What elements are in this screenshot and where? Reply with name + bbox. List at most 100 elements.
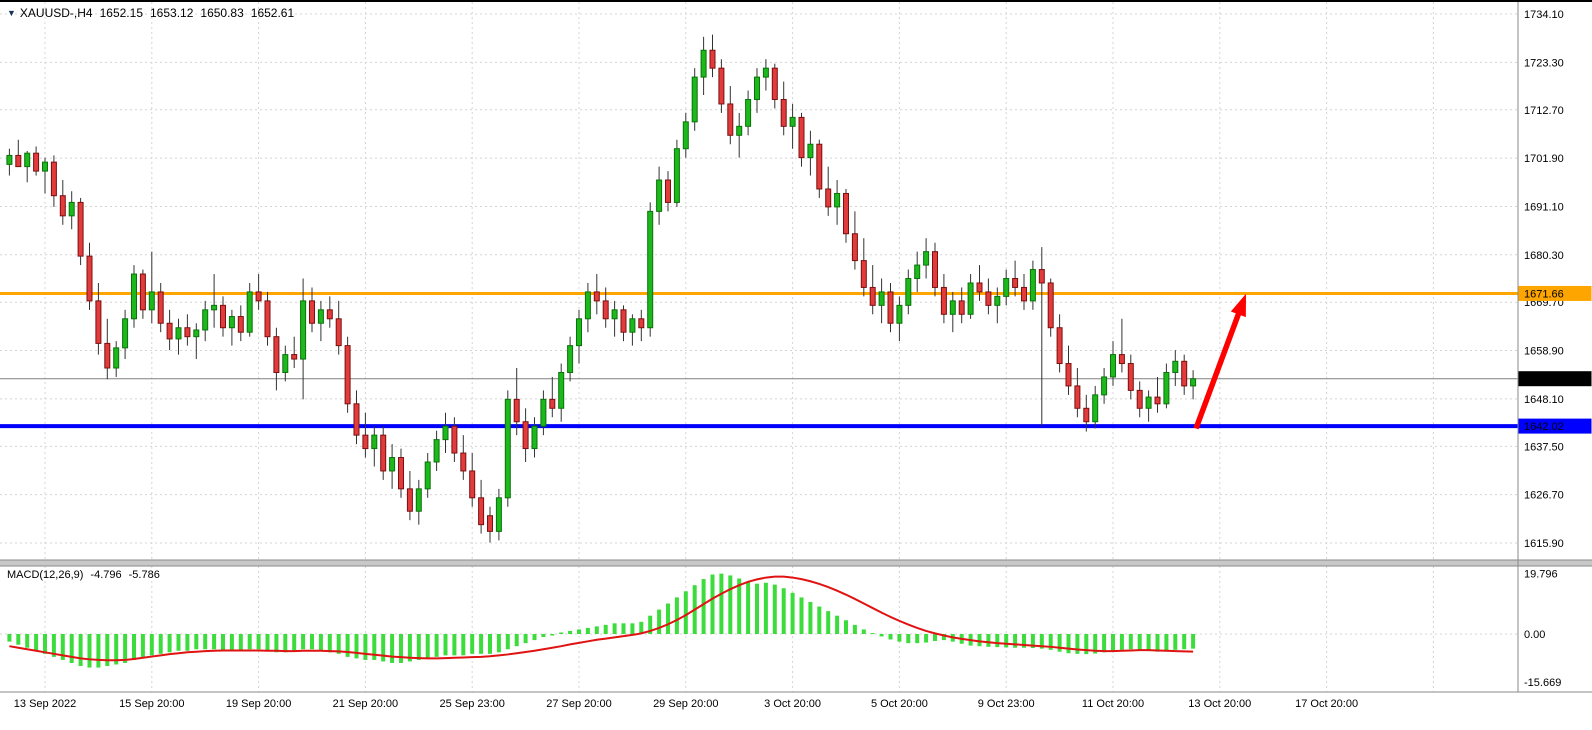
candle-body [665,179,671,203]
candle-body [914,264,921,280]
macd-histogram-bar [363,634,368,660]
candle-body [851,233,858,262]
trend-arrow-head[interactable] [1230,293,1246,318]
time-axis-label: 17 Oct 20:00 [1295,698,1358,710]
candle-body [860,260,867,288]
macd-histogram-bar [1004,634,1009,648]
candle-body [504,398,511,499]
time-axis-label: 5 Oct 20:00 [871,698,928,710]
macd-histogram-bar [844,620,848,634]
macd-histogram-bar [452,634,457,656]
time-axis-label: 15 Sep 20:00 [119,698,184,710]
candle-body [42,161,48,172]
macd-histogram-bar [835,615,840,634]
candle-body [656,179,663,212]
macd-histogram-bar [443,634,448,656]
macd-histogram-bar [318,634,323,651]
macd-histogram-bar [612,623,617,634]
macd-histogram-bar [381,634,386,662]
candle-body [709,49,716,69]
macd-histogram-bar [1102,634,1107,653]
macd-histogram-bar [1039,634,1044,649]
macd-histogram-bar [149,634,154,656]
macd-histogram-bar [986,634,991,647]
macd-indicator-label: MACD(12,26,9) -4.796 -5.786 [7,569,160,581]
macd-histogram-bar [123,634,128,663]
price-axis-label: 1680.30 [1524,250,1564,262]
candle-body [1110,354,1116,378]
macd-histogram-bar [603,624,608,634]
macd-histogram-bar [755,583,759,634]
macd-histogram-bar [25,634,30,648]
symbol-dropdown-icon[interactable]: ▼ [7,8,16,18]
candle-body [309,300,315,324]
macd-histogram-bar [683,591,688,634]
candle-body [567,345,574,373]
candle-body [95,300,102,344]
candle-body [762,67,769,78]
time-axis-label: 27 Sep 20:00 [546,698,611,710]
candle-body [522,421,529,450]
time-axis-label: 13 Sep 2022 [14,698,76,710]
macd-histogram-bar [51,634,56,657]
macd-histogram-bar [924,634,929,643]
candle-body [807,143,814,159]
candle-body [691,76,698,123]
candle-body [389,457,396,472]
macd-histogram-bar [817,606,822,634]
candle-body [540,398,547,427]
macd-histogram-bar [870,633,875,635]
macd-histogram-bar [327,634,332,653]
trend-arrow-shaft[interactable] [1193,307,1244,430]
macd-histogram-bar [399,634,403,663]
candle-body [513,398,520,423]
macd-histogram-bar [763,582,768,634]
macd-histogram-bar [416,634,421,660]
macd-histogram-bar [915,634,920,644]
macd-histogram-bar [532,634,537,641]
macd-histogram-bar [16,634,21,645]
candle-body [869,286,876,306]
macd-histogram-bar [1075,634,1080,654]
macd-histogram-bar [229,634,234,651]
candle-body [1092,394,1099,423]
macd-histogram-bar [212,634,217,650]
macd-histogram-bar [336,634,341,654]
price-axis-label: 1723.30 [1524,57,1564,69]
candle-body [148,291,155,311]
candle-body [139,273,146,311]
macd-histogram-bar [488,634,492,654]
macd-histogram-bar [897,634,902,642]
candle-body [887,291,894,324]
macd-histogram-bar [701,579,706,634]
macd-histogram-bar [1013,634,1018,648]
candle-body [834,192,841,208]
candle-body [611,309,618,320]
candle-body [602,300,609,320]
macd-histogram-bar [1057,634,1062,652]
resistance-price-pill-text: 1671.66 [1524,288,1564,300]
candle-body [727,103,734,136]
candle-body [673,148,680,203]
panel-separator[interactable] [0,560,1592,566]
macd-histogram-bar [852,624,857,634]
candle-body [789,116,796,127]
candle-body [967,282,974,315]
macd-axis-label: -15.669 [1524,677,1561,689]
macd-histogram-bar [87,634,92,668]
candle-body [905,278,912,306]
macd-histogram-bar [60,634,65,660]
macd-histogram-bar [140,634,145,657]
candle-body [122,318,129,349]
candle-body [1118,354,1125,365]
macd-histogram-bar [746,581,751,634]
time-axis-label: 19 Sep 20:00 [226,698,291,710]
candle-body [166,322,173,340]
candle-body [246,291,253,333]
candle-body [1056,327,1063,365]
macd-histogram-bar [301,634,306,650]
macd-histogram-bar [425,634,430,659]
macd-histogram-bar [826,611,831,634]
macd-histogram-bar [78,634,83,667]
